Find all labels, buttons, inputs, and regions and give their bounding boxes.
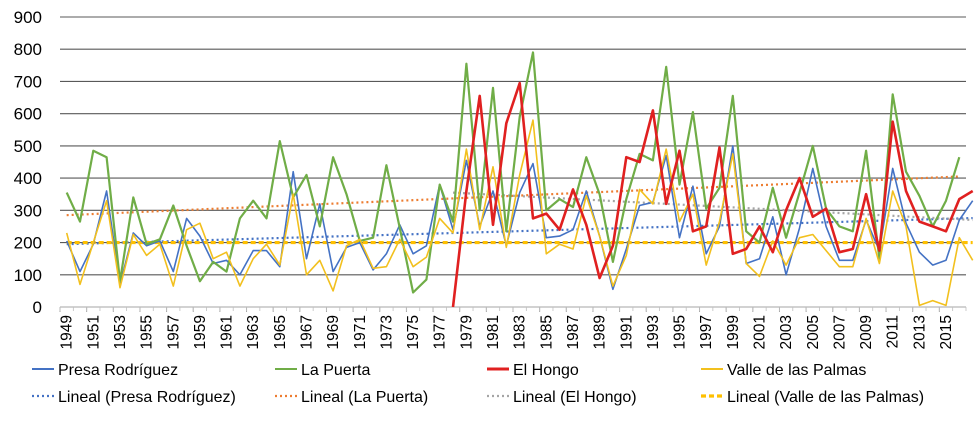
y-tick-label: 800 [14,40,42,59]
y-tick-label: 200 [14,234,42,253]
y-tick-label: 700 [14,72,42,91]
x-axis-tick-labels: 1949 1951 1953 1955 1957 1959 1961 1963 1965 1967… [59,307,967,349]
legend-label: El Hongo [513,362,579,379]
series-line-2 [451,81,974,308]
x-tick-label: 2015 [938,315,955,349]
y-tick-label: 300 [14,201,42,220]
x-tick-label: 1987 [565,315,582,349]
x-tick-label: 2003 [778,315,795,349]
x-tick-label: 2007 [831,315,848,349]
x-tick-label: 2013 [911,315,928,349]
x-tick-label: 1971 [352,315,369,349]
legend-trend-label: Lineal (Presa Rodríguez) [58,389,236,406]
x-tick-label: 1953 [112,315,129,349]
x-tick-label: 1993 [645,315,662,349]
x-tick-label: 2009 [858,315,875,349]
series-line-0 [65,145,974,291]
x-tick-label: 1979 [458,315,475,349]
x-tick-label: 2011 [885,315,902,348]
x-tick-label: 1983 [512,315,529,349]
legend-label: La Puerta [301,362,370,379]
x-tick-label: 1969 [325,315,342,349]
legend-trend-label: Lineal (Valle de las Palmas) [727,389,924,406]
x-tick-label: 1955 [139,315,156,349]
x-tick-label: 1965 [272,315,289,349]
y-axis-tick-labels: 0 100 200 300 400 500 600 700 800 900 [14,8,42,317]
data-series [65,51,974,308]
y-tick-label: 500 [14,137,42,156]
gridlines [60,16,966,308]
x-tick-label: 1959 [192,315,209,349]
x-tick-label: 1981 [485,315,502,349]
x-tick-label: 1991 [618,315,635,349]
y-tick-label: 600 [14,105,42,124]
x-tick-label: 2001 [751,315,768,349]
x-tick-label: 1949 [59,315,76,349]
x-tick-label: 1973 [378,315,395,349]
legend: Presa Rodríguez La Puerta El Hongo Valle de… [32,362,924,406]
legend-label: Presa Rodríguez [58,362,178,379]
y-tick-label: 0 [33,298,42,317]
x-tick-label: 1951 [85,315,102,349]
series-line-3 [65,119,974,307]
x-tick-label: 1997 [698,315,715,349]
x-tick-label: 1985 [538,315,555,349]
trend-line-0 [66,216,973,246]
legend-label: Valle de las Palmas [727,362,866,379]
x-tick-label: 1975 [405,315,422,349]
legend-trend-label: Lineal (La Puerta) [301,389,428,406]
series-line-1 [65,51,961,294]
y-tick-label: 900 [14,8,42,27]
y-tick-label: 400 [14,169,42,188]
x-tick-label: 2005 [805,315,822,349]
x-tick-label: 1963 [245,315,262,349]
x-tick-label: 1995 [672,315,689,349]
legend-trend-label: Lineal (El Hongo) [513,389,637,406]
y-tick-label: 100 [14,266,42,285]
x-tick-label: 1967 [298,315,315,349]
x-tick-label: 1957 [165,315,182,349]
x-tick-label: 1977 [432,315,449,349]
x-tick-label: 1989 [592,315,609,349]
x-tick-label: 1961 [219,315,236,349]
x-tick-label: 1999 [725,315,742,349]
